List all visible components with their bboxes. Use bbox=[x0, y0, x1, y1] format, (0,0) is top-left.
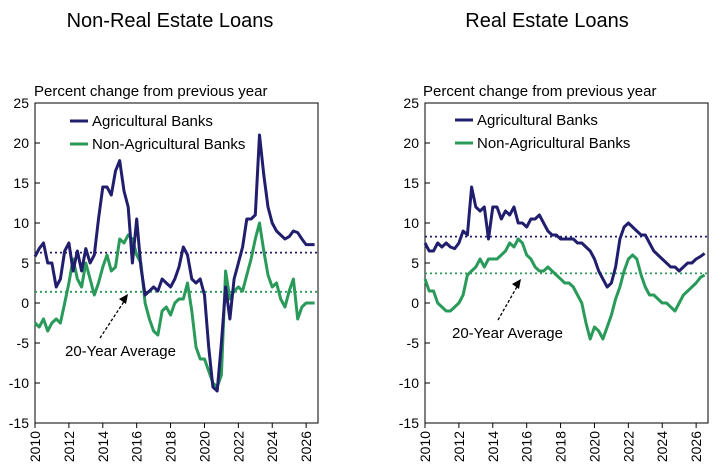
x-tick-label: 2018 bbox=[163, 431, 179, 462]
x-tick-label: 2020 bbox=[586, 431, 602, 462]
y-tick-label: -5 bbox=[407, 335, 420, 351]
y-axis-ticks: 25 20 15 10 5 0 -5 -10 -15 bbox=[9, 95, 40, 431]
x-tick-label: 2018 bbox=[553, 431, 569, 462]
x-tick-label: 2012 bbox=[61, 431, 77, 462]
legend-label-agricultural: Agricultural Banks bbox=[92, 113, 213, 130]
y-axis-label: Percent change from previous year bbox=[423, 83, 656, 100]
y-tick-label: 5 bbox=[21, 255, 29, 271]
x-tick-label: 2016 bbox=[129, 431, 145, 462]
series-line-agricultural bbox=[33, 133, 315, 393]
chart-title: Real Estate Loans bbox=[465, 10, 628, 32]
y-tick-label: 0 bbox=[411, 295, 419, 311]
y-axis-label: Percent change from previous year bbox=[34, 83, 267, 100]
average-annotation: 20-Year Average bbox=[452, 325, 563, 342]
chart-title: Non-Real Estate Loans bbox=[67, 10, 274, 32]
x-axis-ticks: 2010 2012 2014 2016 2018 2020 2022 2024 2026 bbox=[417, 423, 704, 462]
x-tick-label: 2026 bbox=[688, 431, 704, 462]
x-tick-label: 2024 bbox=[654, 431, 670, 462]
average-lines bbox=[35, 251, 318, 293]
series-line-non-agricultural bbox=[423, 237, 706, 341]
y-tick-label: -15 bbox=[9, 415, 29, 431]
series-lines bbox=[423, 185, 706, 341]
legend-label-non-agricultural: Non-Agricultural Banks bbox=[92, 136, 245, 153]
y-tick-label: 15 bbox=[403, 175, 419, 191]
x-tick-label: 2014 bbox=[95, 431, 111, 462]
annotation-arrow-head bbox=[512, 279, 521, 289]
y-tick-label: 20 bbox=[13, 135, 29, 151]
left-chart: Non-Real Estate Loans Percent change fro… bbox=[9, 10, 319, 462]
x-tick-label: 2010 bbox=[417, 431, 433, 462]
x-tick-label: 2026 bbox=[298, 431, 314, 462]
x-axis-ticks: 2010 2012 2014 2016 2018 2020 2022 2024 2026 bbox=[27, 423, 314, 462]
x-tick-label: 2012 bbox=[451, 431, 467, 462]
y-tick-label: -5 bbox=[17, 335, 30, 351]
y-tick-label: 25 bbox=[403, 95, 419, 111]
legend-label-agricultural: Agricultural Banks bbox=[477, 112, 598, 129]
right-chart: Real Estate Loans Percent change from pr… bbox=[399, 10, 709, 462]
y-tick-label: -15 bbox=[399, 415, 419, 431]
series-line-agricultural bbox=[423, 185, 706, 289]
x-tick-label: 2020 bbox=[196, 431, 212, 462]
annotation-arrow-head bbox=[119, 294, 128, 304]
y-tick-label: 15 bbox=[13, 175, 29, 191]
y-tick-label: 10 bbox=[403, 215, 419, 231]
y-axis-ticks: 25 20 15 10 5 0 -5 -10 -15 bbox=[399, 95, 430, 431]
y-tick-label: 20 bbox=[403, 135, 419, 151]
y-tick-label: -10 bbox=[9, 375, 29, 391]
y-tick-label: 0 bbox=[21, 295, 29, 311]
y-tick-label: -10 bbox=[399, 375, 419, 391]
y-tick-label: 10 bbox=[13, 215, 29, 231]
annotation-arrow-line bbox=[497, 284, 519, 321]
average-lines bbox=[425, 235, 708, 275]
x-tick-label: 2024 bbox=[264, 431, 280, 462]
x-tick-label: 2016 bbox=[519, 431, 535, 462]
annotation-arrow-line bbox=[99, 299, 126, 339]
average-annotation: 20-Year Average bbox=[65, 343, 176, 360]
x-tick-label: 2010 bbox=[27, 431, 43, 462]
y-tick-label: 5 bbox=[411, 255, 419, 271]
series-lines bbox=[33, 133, 315, 393]
y-tick-label: 25 bbox=[13, 95, 29, 111]
x-tick-label: 2014 bbox=[485, 431, 501, 462]
series-line-non-agricultural bbox=[33, 221, 315, 389]
x-tick-label: 2022 bbox=[620, 431, 636, 462]
x-tick-label: 2022 bbox=[230, 431, 246, 462]
legend-label-non-agricultural: Non-Agricultural Banks bbox=[477, 135, 630, 152]
